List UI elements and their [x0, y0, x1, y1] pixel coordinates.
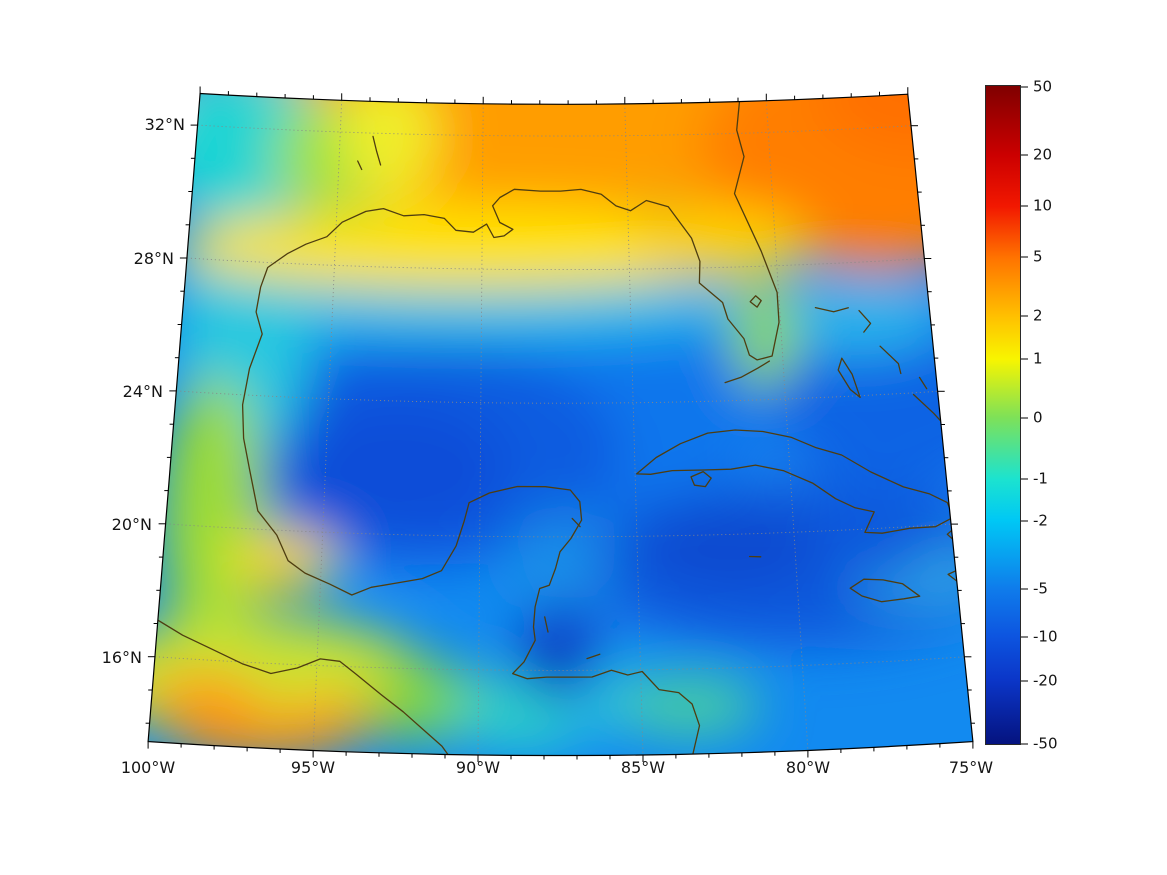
- lat-tick-label: 24°N: [122, 382, 163, 401]
- colorbar-tick-label: 20: [1033, 145, 1053, 164]
- colorbar-tick-label: 50: [1033, 77, 1053, 96]
- lon-tick-label: 90°W: [455, 758, 501, 777]
- lat-tick-label: 28°N: [133, 249, 174, 268]
- heatmap-field: [148, 93, 973, 756]
- graticule: [154, 100, 965, 756]
- colorbar-tick-label: 1: [1033, 349, 1043, 368]
- lat-tick-label: 20°N: [111, 515, 152, 534]
- colorbar-tick-label: 5: [1033, 247, 1043, 266]
- colorbar-tick-label: -20: [1033, 671, 1058, 690]
- lon-tick-label: 95°W: [290, 758, 336, 777]
- lat-tick-label: 32°N: [144, 115, 185, 134]
- colorbar-tick-label: -50: [1033, 734, 1058, 753]
- colorbar-tick-label: -5: [1033, 579, 1048, 598]
- colorbar-tick-label: -2: [1033, 511, 1048, 530]
- colorbar-tick-label: -10: [1033, 627, 1058, 646]
- axis-ticks: [145, 86, 975, 762]
- lon-tick-label: 80°W: [785, 758, 831, 777]
- lon-tick-label: 85°W: [620, 758, 666, 777]
- lon-tick-label: 100°W: [120, 758, 176, 777]
- colorbar-gradient: [985, 85, 1021, 745]
- lon-tick-label: 75°W: [948, 758, 994, 777]
- colorbar-tick-label: 10: [1033, 196, 1053, 215]
- colorbar-tick-label: 0: [1033, 408, 1043, 427]
- lat-tick-label: 16°N: [101, 648, 142, 667]
- colorbar-tick-label: 2: [1033, 306, 1043, 325]
- colorbar-tick-label: -1: [1033, 469, 1048, 488]
